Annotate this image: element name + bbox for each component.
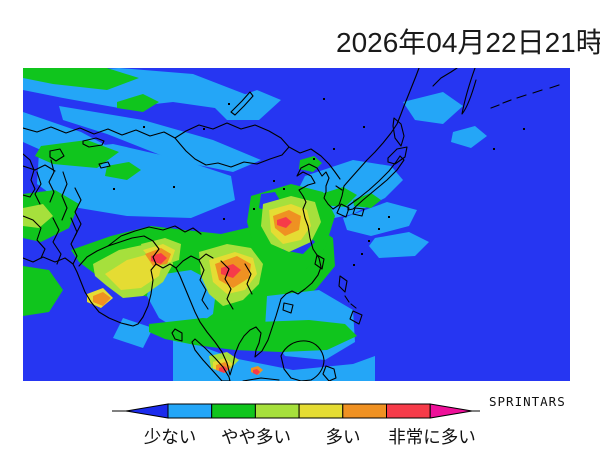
legend-segment xyxy=(167,403,213,419)
field-red-layer xyxy=(151,217,292,375)
legend-arrow-high-icon xyxy=(429,403,473,419)
legend-label-veryhigh: 非常に多い xyxy=(388,427,476,447)
concentration-legend xyxy=(112,402,480,425)
forecast-datetime-title: 2026年04月22日21時 xyxy=(336,27,600,58)
legend-segment xyxy=(342,403,388,419)
map-canvas xyxy=(23,68,570,381)
legend-arrow-low-icon xyxy=(125,403,169,419)
legend-segment xyxy=(254,403,300,419)
legend-label-medium: やや多い xyxy=(221,427,291,447)
legend-bar xyxy=(112,403,480,419)
field-green-equator xyxy=(149,318,357,352)
legend-segment xyxy=(298,403,344,419)
legend-label-low: 少ない xyxy=(143,427,197,447)
legend-segment xyxy=(386,403,431,419)
legend-label-high: 多い xyxy=(325,427,361,447)
sprintars-credit: SPRINTARS xyxy=(489,394,566,409)
coastlines-layer xyxy=(23,68,560,381)
legend-segment xyxy=(211,403,256,419)
aerosol-map xyxy=(23,68,570,381)
